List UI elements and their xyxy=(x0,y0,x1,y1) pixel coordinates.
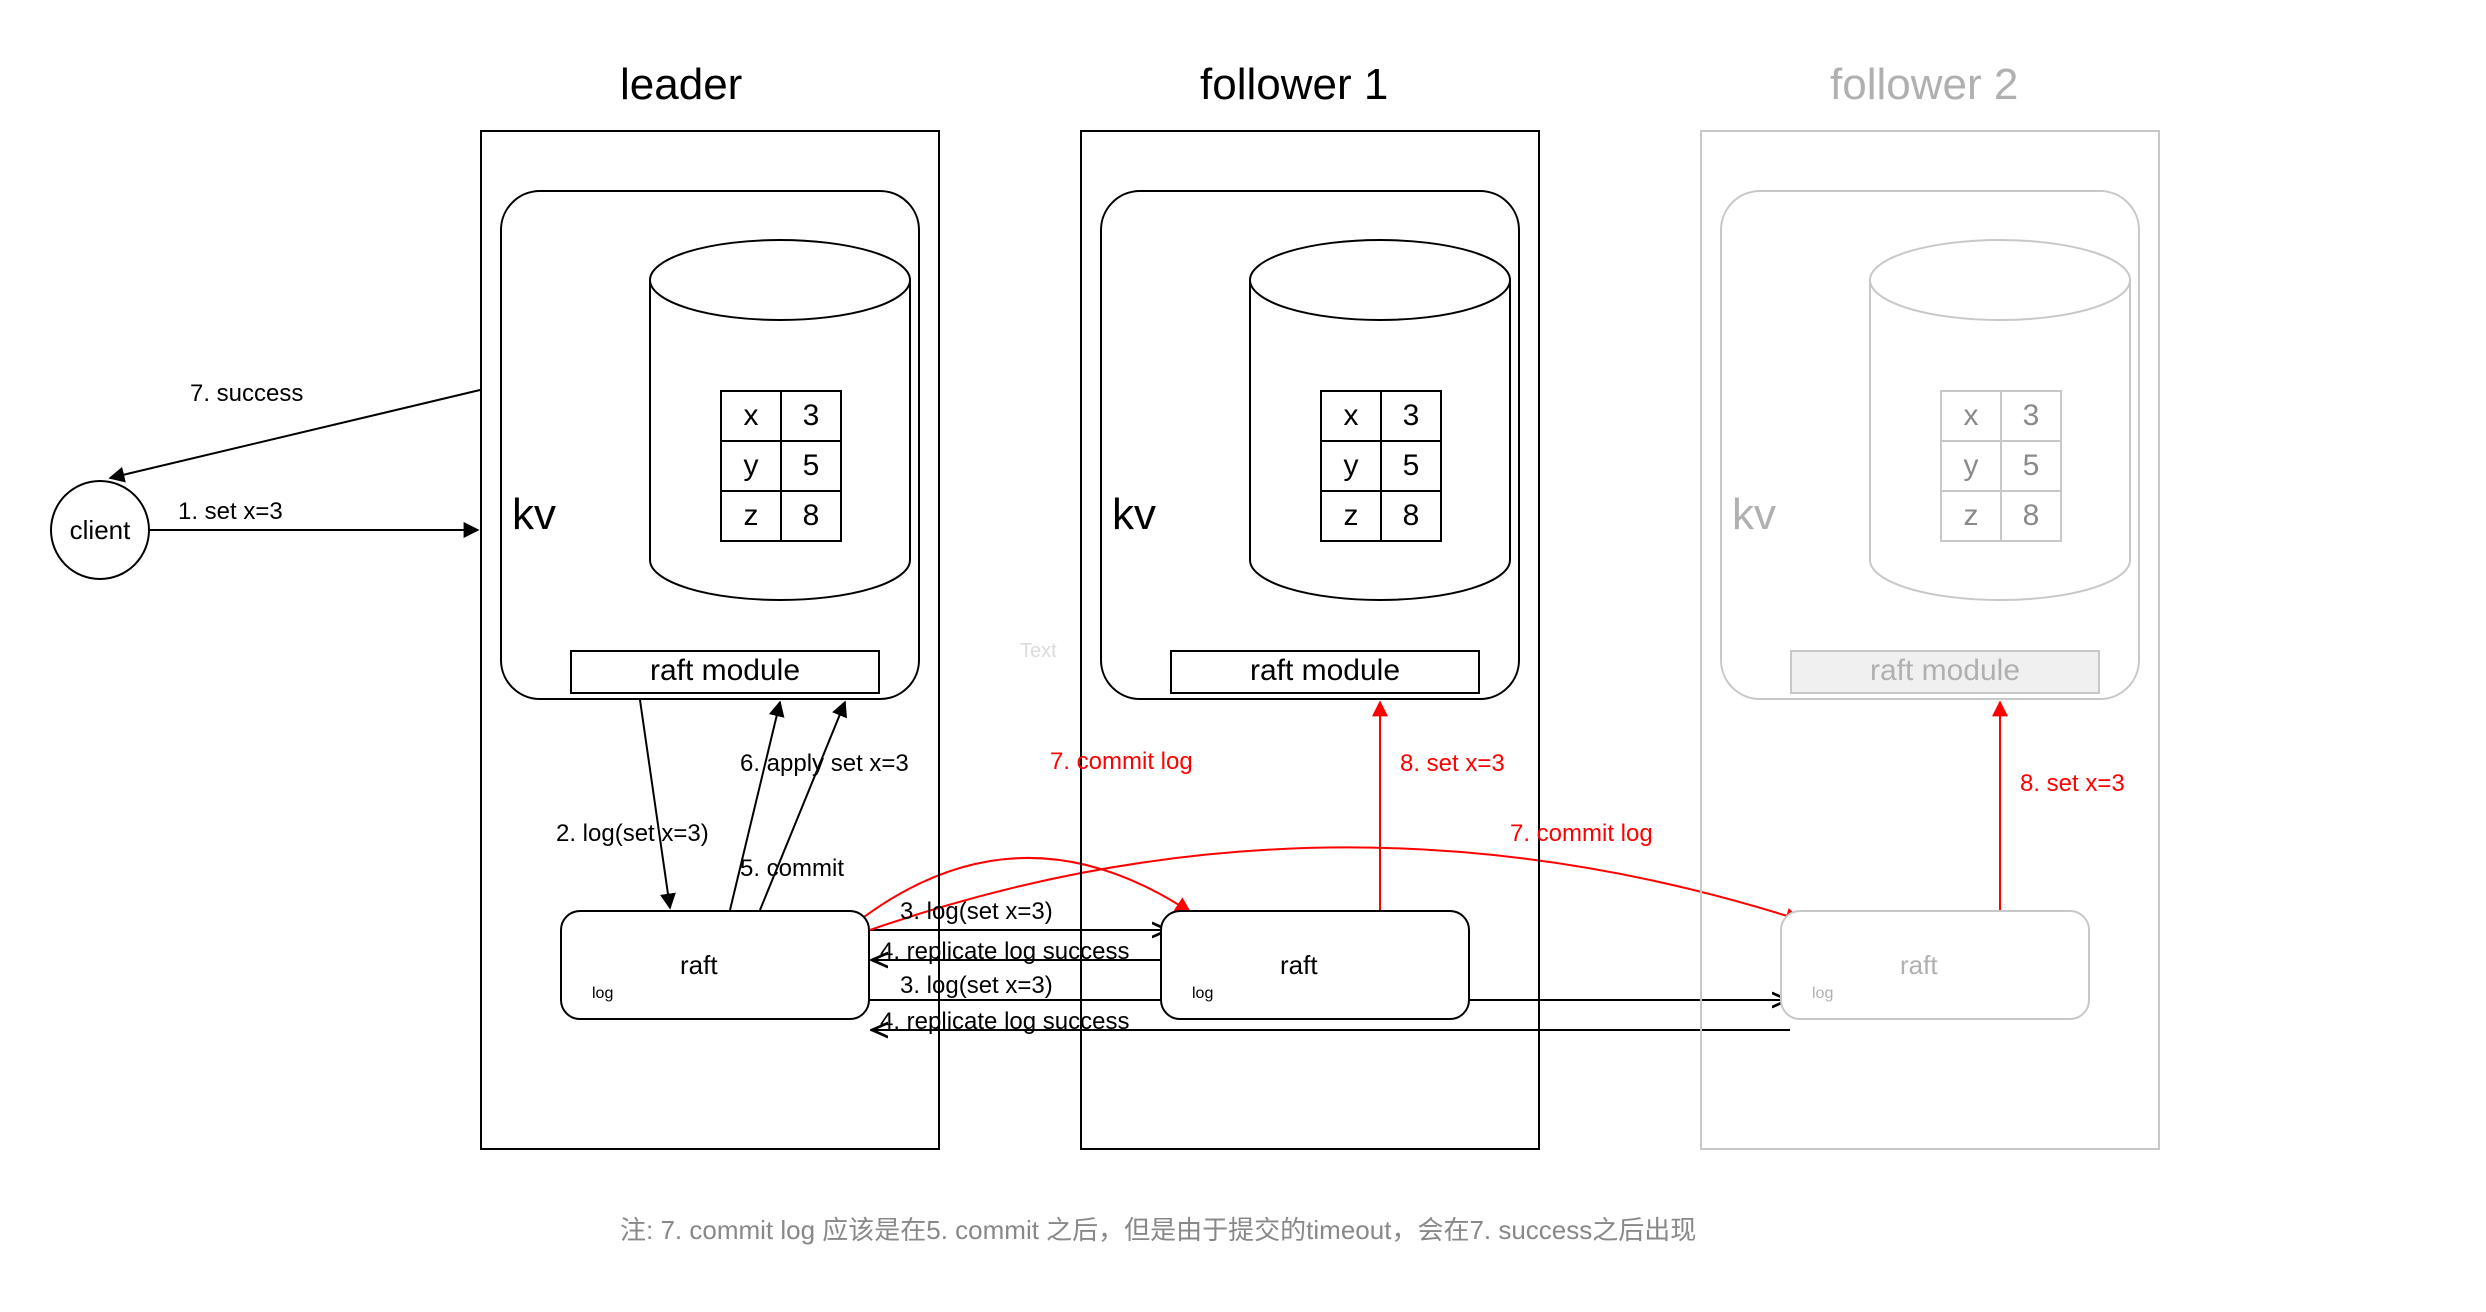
raft-label-f1: raft xyxy=(1280,950,1318,981)
edge-7c2: 7. commit log xyxy=(1510,820,1653,848)
footnote: 注: 7. commit log 应该是在5. commit 之后，但是由于提交… xyxy=(620,1210,1696,1247)
edge-5: 5. commit xyxy=(740,855,844,883)
title-leader: leader xyxy=(620,60,742,110)
edge-2: 2. log(set x=3) xyxy=(556,820,709,848)
kv-label-leader: kv xyxy=(512,490,556,540)
edge-8b: 8. set x=3 xyxy=(2020,770,2125,798)
kv-label-f1: kv xyxy=(1112,490,1156,540)
edge-4b: 4. replicate log success xyxy=(880,1008,1129,1036)
raft-module-f2: raft module xyxy=(1790,650,2100,694)
edge-3b: 3. log(set x=3) xyxy=(900,972,1053,1000)
edge-7c1: 7. commit log xyxy=(1050,748,1193,776)
client-node: client xyxy=(50,480,150,580)
kv-label-f2: kv xyxy=(1732,490,1776,540)
raft-label-f2: raft xyxy=(1900,950,1938,981)
edge-8a: 8. set x=3 xyxy=(1400,750,1505,778)
edge-7-success: 7. success xyxy=(190,380,303,408)
kv-container-f2 xyxy=(1720,190,2140,700)
kv-table-f1: x3 y5 z8 xyxy=(1320,390,1442,542)
raft-module-leader: raft module xyxy=(570,650,880,694)
edge-1: 1. set x=3 xyxy=(178,498,283,526)
raft-label-leader: raft xyxy=(680,950,718,981)
edge-6: 6. apply set x=3 xyxy=(740,750,909,778)
kv-table-f2: x3 y5 z8 xyxy=(1940,390,2062,542)
log-label-f2: log xyxy=(1812,985,1833,1003)
log-label-leader: log xyxy=(592,985,613,1003)
log-label-f1: log xyxy=(1192,985,1213,1003)
raft-module-f1: raft module xyxy=(1170,650,1480,694)
ghost-text: Text xyxy=(1020,640,1057,663)
edge-4a: 4. replicate log success xyxy=(880,938,1129,966)
edge-3a: 3. log(set x=3) xyxy=(900,898,1053,926)
title-follower2: follower 2 xyxy=(1830,60,2018,110)
kv-container-f1 xyxy=(1100,190,1520,700)
kv-table-leader: x3 y5 z8 xyxy=(720,390,842,542)
kv-container-leader xyxy=(500,190,920,700)
title-follower1: follower 1 xyxy=(1200,60,1388,110)
client-label: client xyxy=(70,515,131,546)
